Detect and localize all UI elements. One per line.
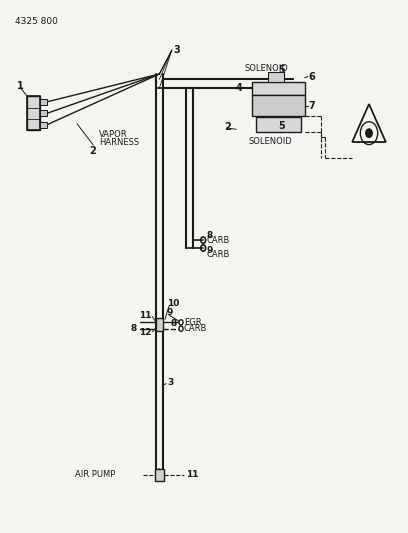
Text: 2: 2: [89, 146, 96, 156]
Bar: [252, 95, 305, 116]
Bar: [155, 469, 164, 481]
Circle shape: [179, 320, 183, 325]
Circle shape: [366, 129, 372, 138]
Text: 5: 5: [278, 120, 285, 131]
Text: 11: 11: [186, 470, 198, 479]
Text: 12: 12: [139, 328, 152, 337]
Circle shape: [201, 237, 206, 243]
Circle shape: [201, 245, 206, 251]
Text: SOLENOID: SOLENOID: [244, 64, 288, 73]
Bar: [256, 117, 301, 132]
Text: 5: 5: [278, 65, 285, 75]
Text: CARB: CARB: [206, 251, 229, 260]
Text: 8: 8: [206, 231, 212, 240]
Bar: [156, 318, 163, 331]
Bar: [27, 96, 40, 131]
Text: 8: 8: [130, 324, 136, 333]
Text: CARB: CARB: [206, 236, 229, 245]
Text: 10: 10: [167, 299, 180, 308]
Text: HARNESS: HARNESS: [99, 138, 140, 147]
Text: 7: 7: [308, 101, 315, 111]
Text: 11: 11: [139, 311, 152, 319]
Text: SOLENOID: SOLENOID: [248, 137, 292, 146]
Bar: [40, 110, 47, 116]
Bar: [252, 82, 305, 95]
Text: 8: 8: [171, 319, 177, 328]
Bar: [40, 122, 47, 128]
Text: 9: 9: [167, 309, 173, 318]
Text: CARB: CARB: [184, 324, 207, 333]
Text: 4325 800: 4325 800: [15, 17, 58, 26]
Bar: [40, 99, 47, 105]
Bar: [27, 96, 40, 131]
Text: 4: 4: [235, 83, 242, 93]
Text: 3: 3: [167, 378, 173, 387]
Text: 2: 2: [224, 122, 231, 132]
Circle shape: [179, 326, 183, 332]
Text: EGR: EGR: [184, 318, 202, 327]
Text: VAPOR: VAPOR: [99, 130, 128, 139]
Text: 3: 3: [174, 45, 181, 55]
Bar: [268, 72, 284, 82]
Text: AIR PUMP: AIR PUMP: [75, 470, 115, 479]
Text: 9: 9: [206, 246, 213, 255]
Text: 1: 1: [17, 80, 24, 91]
Text: 6: 6: [308, 71, 315, 82]
